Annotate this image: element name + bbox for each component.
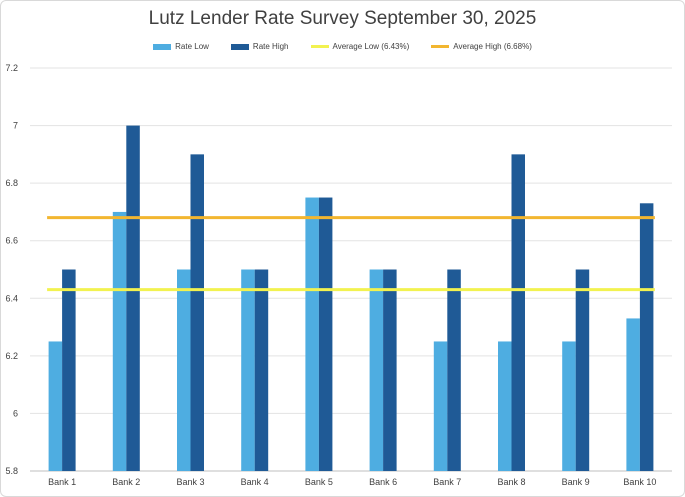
bar-rate-high-8 (511, 154, 525, 471)
y-tick-label-2: 6.2 (5, 351, 18, 361)
bar-rate-high-7 (447, 269, 461, 471)
bar-rate-low-4 (241, 269, 255, 471)
y-tick-label-1: 6 (13, 408, 18, 418)
bar-rate-low-10 (626, 318, 640, 471)
bar-rate-high-2 (126, 125, 140, 472)
bar-rate-high-5 (318, 197, 333, 472)
x-tick-label-5: Bank 5 (305, 477, 333, 487)
x-tick-label-2: Bank 2 (112, 477, 140, 487)
y-tick-label-6: 7 (13, 121, 18, 131)
legend-item-average-high: Average High (6.68%) (431, 42, 532, 51)
bar-rate-low-9 (562, 341, 576, 471)
bar-rate-low-1 (48, 341, 63, 471)
bar-rate-low-8 (498, 341, 512, 471)
legend-swatch-average-low (310, 45, 329, 48)
bar-rate-high-3 (190, 154, 204, 471)
x-tick-label-9: Bank 9 (562, 477, 590, 487)
legend-label-rate-low: Rate Low (175, 42, 209, 51)
legend-swatch-rate-low (153, 43, 172, 50)
chart-title: Lutz Lender Rate Survey September 30, 20… (148, 8, 537, 29)
y-tick-label-3: 6.4 (5, 293, 18, 303)
legend-swatch-average-high (431, 45, 450, 48)
x-tick-label-8: Bank 8 (497, 477, 525, 487)
bar-rate-high-6 (383, 269, 397, 471)
x-tick-label-4: Bank 4 (241, 477, 269, 487)
x-tick-label-3: Bank 3 (176, 477, 204, 487)
bar-rate-high-1 (62, 269, 76, 471)
legend-label-average-high: Average High (6.68%) (453, 42, 532, 51)
x-tick-label-10: Bank 10 (623, 477, 656, 487)
x-tick-label-1: Bank 1 (48, 477, 76, 487)
y-tick-label-7: 7.2 (5, 63, 18, 73)
bar-rate-high-9 (575, 269, 590, 471)
bar-rate-high-4 (254, 269, 269, 471)
legend-item-rate-high: Rate High (230, 42, 289, 51)
bar-rate-high-10 (639, 203, 654, 472)
x-tick-label-6: Bank 6 (369, 477, 397, 487)
y-tick-label-0: 5.8 (5, 466, 18, 476)
x-tick-label-7: Bank 7 (433, 477, 461, 487)
legend-label-rate-high: Rate High (252, 42, 289, 51)
bar-rate-low-2 (112, 211, 127, 471)
chart-legend: Rate Low Rate High Average Low (6.43%) A… (0, 42, 685, 51)
bar-rate-low-7 (433, 341, 448, 471)
bar-rate-low-6 (369, 269, 384, 471)
legend-label-average-low: Average Low (6.43%) (332, 42, 410, 51)
y-tick-label-5: 6.8 (5, 178, 18, 188)
legend-swatch-rate-high (230, 43, 249, 50)
legend-item-average-low: Average Low (6.43%) (310, 42, 410, 51)
bar-rate-low-3 (177, 269, 191, 471)
legend-item-rate-low: Rate Low (153, 42, 209, 51)
y-tick-label-4: 6.6 (5, 236, 18, 246)
bar-rate-low-5 (305, 197, 319, 472)
